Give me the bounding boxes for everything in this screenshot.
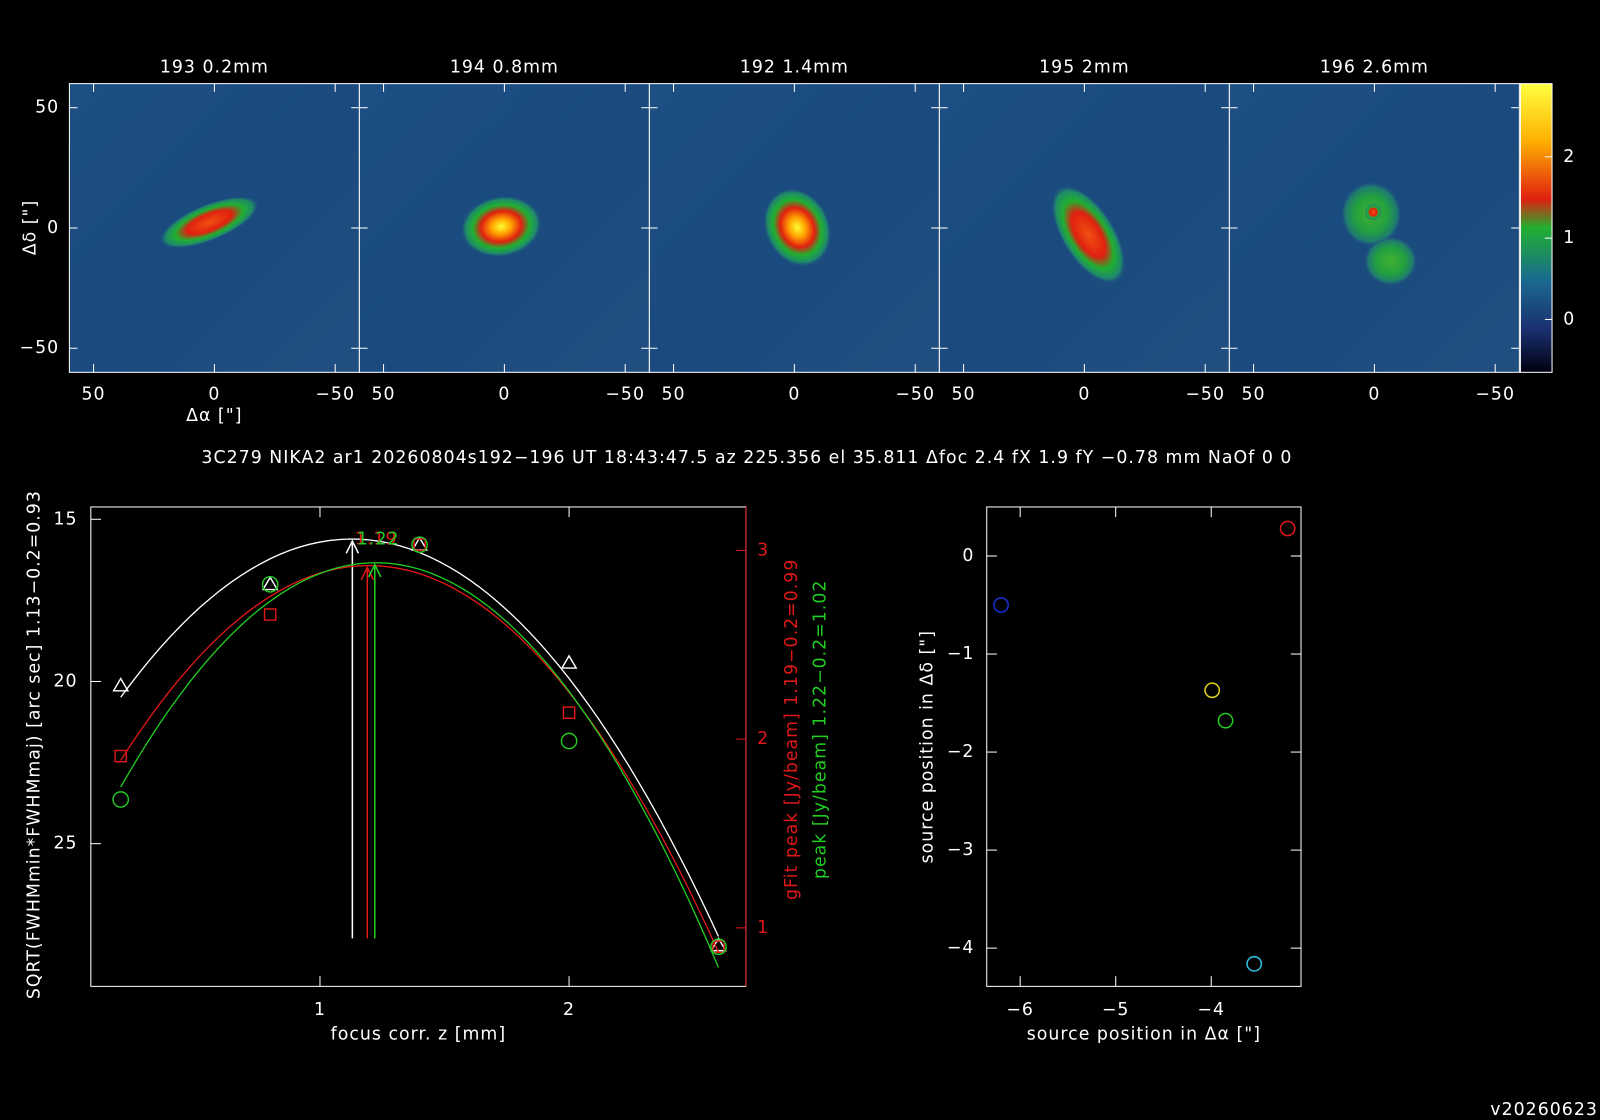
x-axis-label: source position in Δα ["] — [1027, 1024, 1261, 1044]
best-focus-arrow — [345, 539, 360, 554]
source-blob — [460, 195, 542, 258]
y-tick-label: −1 — [947, 644, 975, 664]
y-tick-label: 15 — [53, 509, 77, 529]
x-tick-label: 0 — [208, 385, 220, 405]
point — [712, 940, 725, 954]
x-tick-label: 50 — [372, 385, 396, 405]
x-tick-label: 1 — [314, 1000, 326, 1020]
x-axis-label: Δα ["] — [186, 406, 242, 426]
x-tick-label: −50 — [1475, 385, 1515, 405]
point — [993, 597, 1009, 613]
x-tick-label: −5 — [1102, 1000, 1130, 1020]
x-axis-label: focus corr. z [mm] — [331, 1024, 507, 1044]
point — [562, 706, 576, 720]
source-blob — [763, 188, 832, 267]
x-tick-label: −50 — [315, 385, 355, 405]
y2-axis-label: gFit peak [Jy/beam] 1.19−0.2=0.99 — [782, 559, 802, 900]
y-tick-label: −4 — [947, 938, 975, 958]
plot-frame — [986, 506, 1302, 987]
point — [112, 677, 130, 692]
y-tick-label: 0 — [47, 218, 59, 238]
x-tick-label: −50 — [605, 385, 645, 405]
point — [261, 575, 279, 591]
map-title: 196 2.6mm — [1320, 57, 1429, 77]
map-title: 193 0.2mm — [160, 57, 269, 77]
colorbar-tick-label: 1 — [1563, 228, 1575, 248]
plot-frame — [90, 506, 747, 987]
source-blob — [159, 196, 259, 249]
point — [560, 654, 578, 669]
x-tick-label: −4 — [1197, 1000, 1225, 1020]
point — [261, 575, 279, 593]
point — [413, 538, 426, 552]
y2-axis-label: peak [Jy/beam] 1.22−0.2=1.02 — [810, 580, 830, 879]
y-axis-label: source position in Δδ ["] — [918, 630, 938, 863]
y-tick-label: 50 — [35, 98, 59, 118]
point — [710, 938, 727, 956]
x-tick-label: 0 — [1078, 385, 1090, 405]
best-focus-label: 1.19 — [355, 530, 398, 550]
colorbar — [1519, 83, 1553, 373]
y-tick-label: 20 — [53, 671, 77, 691]
colorbar-tick-label: 2 — [1563, 147, 1575, 167]
fit-curve — [120, 562, 720, 968]
y-tick-label: −3 — [947, 840, 975, 860]
x-tick-label: 50 — [82, 385, 106, 405]
x-tick-label: 50 — [952, 385, 976, 405]
fit-curve — [120, 564, 720, 953]
x-tick-label: 50 — [1242, 385, 1266, 405]
point — [1246, 955, 1263, 972]
point — [114, 749, 128, 763]
map-title: 192 1.4mm — [740, 57, 849, 77]
best-focus-arrow — [367, 563, 382, 578]
fit-curve — [120, 538, 720, 937]
map-title: 194 0.8mm — [450, 57, 559, 77]
x-tick-label: −50 — [1185, 385, 1225, 405]
x-tick-label: 0 — [498, 385, 510, 405]
colorbar-tick-label: 0 — [1563, 309, 1575, 329]
best-focus-label: 1.22 — [357, 530, 400, 550]
y-axis-label: SQRT(FWHMmin*FWHMmaj) [arc sec] 1.13−0.2… — [25, 490, 45, 999]
y-tick-label: 0 — [962, 546, 974, 566]
y2-tick-label: 1 — [757, 918, 769, 938]
y-tick-label: −50 — [20, 338, 60, 358]
x-tick-label: 0 — [1368, 385, 1380, 405]
point — [112, 791, 130, 808]
x-tick-label: 0 — [788, 385, 800, 405]
x-tick-label: 2 — [563, 1000, 575, 1020]
map-title: 195 2mm — [1039, 57, 1130, 77]
version: v20260623 — [1490, 1100, 1598, 1120]
x-tick-label: 50 — [662, 385, 686, 405]
y-tick-label: 25 — [53, 834, 77, 854]
source-blob — [1051, 184, 1126, 285]
source-blob — [1365, 204, 1382, 221]
y-tick-label: −2 — [947, 742, 975, 762]
best-focus-arrow — [360, 565, 375, 581]
caption: 3C279 NIKA2 ar1 20260804s192−196 UT 18:4… — [201, 448, 1292, 468]
y2-tick-label: 2 — [757, 729, 769, 749]
source-blob — [1364, 236, 1418, 286]
point — [1204, 682, 1221, 699]
x-tick-label: −6 — [1006, 1000, 1034, 1020]
point — [560, 732, 578, 750]
point — [1279, 520, 1296, 537]
point — [263, 608, 277, 621]
x-tick-label: −50 — [895, 385, 935, 405]
point — [1217, 712, 1234, 729]
y-axis-label: Δδ ["] — [21, 200, 41, 256]
point — [411, 536, 428, 554]
y2-tick-label: 3 — [757, 540, 769, 560]
